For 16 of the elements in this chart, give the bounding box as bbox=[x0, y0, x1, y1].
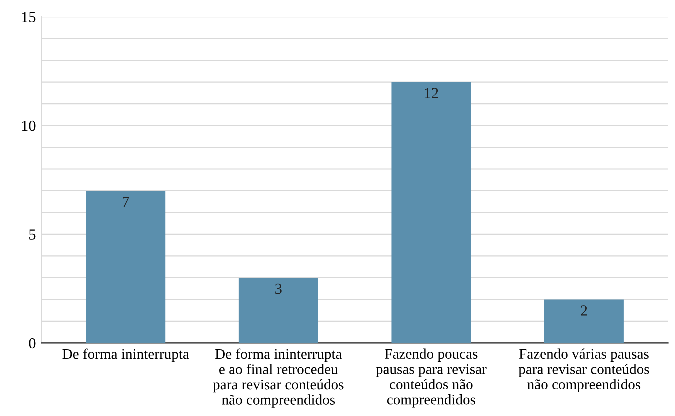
bar bbox=[392, 82, 472, 344]
bar bbox=[86, 191, 166, 344]
y-tick-label: 0 bbox=[29, 338, 36, 349]
x-tick-label: Fazendo poucas pausas para revisar conteúdos não compreendidos bbox=[376, 348, 487, 408]
y-tick-label: 10 bbox=[22, 120, 36, 132]
data-label: 7 bbox=[123, 197, 130, 208]
x-tick-label: De forma ininterrupta bbox=[62, 348, 190, 362]
x-tick-label: Fazendo várias pausas para revisar conteúdos não compreendidos bbox=[518, 348, 650, 393]
x-tick-label: De forma ininterrupta e ao final retrocedeu para revisar conteúdos não compreendidos bbox=[213, 348, 344, 408]
y-tick-label: 5 bbox=[30, 230, 36, 240]
y-tick-label: 15 bbox=[22, 12, 36, 23]
data-label: 3 bbox=[276, 284, 282, 294]
bar bbox=[238, 278, 318, 344]
data-label: 2 bbox=[581, 306, 588, 316]
bar bbox=[544, 300, 624, 344]
data-label: 12 bbox=[425, 88, 438, 98]
